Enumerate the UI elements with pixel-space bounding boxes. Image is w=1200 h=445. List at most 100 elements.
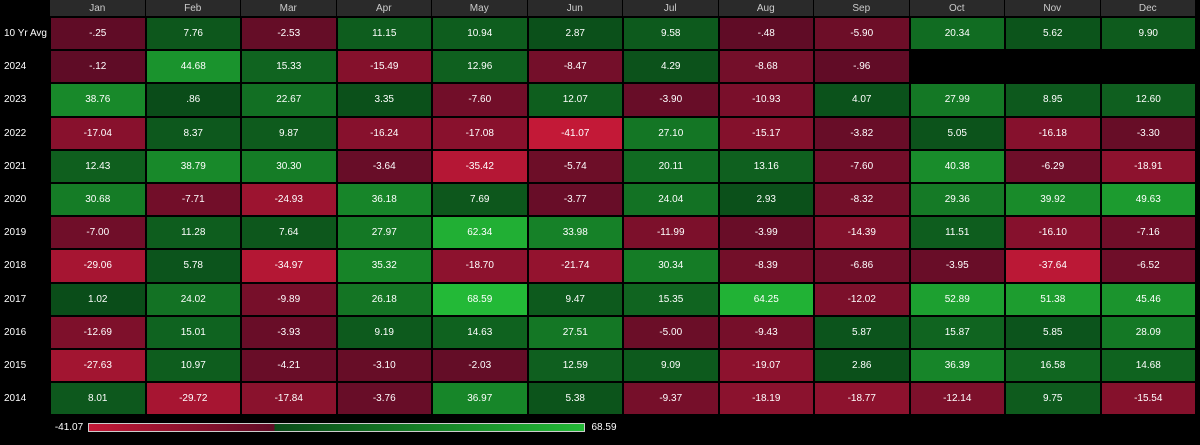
heat-cell: 38.79 <box>145 149 241 183</box>
heat-cell: 5.85 <box>1005 315 1101 349</box>
heat-cell: -3.95 <box>909 249 1005 283</box>
row-label: 2024 <box>4 61 27 73</box>
heat-cell: 39.92 <box>1005 183 1101 217</box>
heat-cell: -3.99 <box>718 216 814 250</box>
column-header: Jun <box>527 0 623 16</box>
row-label: 2023 <box>4 94 27 106</box>
heat-cell: -27.63 <box>50 349 146 383</box>
heat-cell: -18.77 <box>814 382 910 416</box>
heat-cell: -3.64 <box>336 149 432 183</box>
heat-cell: 2.87 <box>527 17 623 51</box>
heat-cell: -9.89 <box>241 282 337 316</box>
heat-cell: 68.59 <box>432 282 528 316</box>
column-header: Jul <box>623 0 719 16</box>
heat-cell: 9.90 <box>1100 17 1196 51</box>
heat-cell: 27.97 <box>336 216 432 250</box>
heat-cell: -.48 <box>718 17 814 51</box>
heat-cell: 7.64 <box>241 216 337 250</box>
heat-cell: 38.76 <box>50 83 146 117</box>
column-header: Jan <box>50 0 146 16</box>
heat-cell: 36.18 <box>336 183 432 217</box>
heat-cell: -21.74 <box>527 249 623 283</box>
heat-cell: 27.10 <box>623 116 719 150</box>
heat-cell: 9.58 <box>623 17 719 51</box>
column-header: May <box>432 0 528 16</box>
heat-cell: 44.68 <box>145 50 241 84</box>
heat-cell: -18.91 <box>1100 149 1196 183</box>
heat-cell: 12.60 <box>1100 83 1196 117</box>
heat-cell: 22.67 <box>241 83 337 117</box>
row-label: 2015 <box>4 360 27 372</box>
column-header: Mar <box>241 0 337 16</box>
heat-cell: -3.82 <box>814 116 910 150</box>
row-label: 2019 <box>4 227 27 239</box>
heat-cell: 8.01 <box>50 382 146 416</box>
row-label: 2022 <box>4 127 27 139</box>
heat-cell: 12.96 <box>432 50 528 84</box>
heat-cell: 52.89 <box>909 282 1005 316</box>
heat-cell: -37.64 <box>1005 249 1101 283</box>
heat-cell: 24.04 <box>623 183 719 217</box>
heat-cell: 5.87 <box>814 315 910 349</box>
column-header: Dec <box>1100 0 1196 16</box>
heat-cell: 10.97 <box>145 349 241 383</box>
heat-cell: -16.10 <box>1005 216 1101 250</box>
heat-cell: -5.90 <box>814 17 910 51</box>
heat-cell: 30.30 <box>241 149 337 183</box>
heat-cell: -35.42 <box>432 149 528 183</box>
heat-cell: -2.53 <box>241 17 337 51</box>
heat-cell: -5.74 <box>527 149 623 183</box>
heat-cell: 15.87 <box>909 315 1005 349</box>
heat-cell: 27.51 <box>527 315 623 349</box>
heat-cell: -15.54 <box>1100 382 1196 416</box>
row-label: 2014 <box>4 393 27 405</box>
heat-cell: 4.07 <box>814 83 910 117</box>
heat-cell: 28.09 <box>1100 315 1196 349</box>
heat-cell: 9.19 <box>336 315 432 349</box>
row-label: 10 Yr Avg <box>4 28 47 40</box>
heat-cell: -10.93 <box>718 83 814 117</box>
heat-cell: -6.29 <box>1005 149 1101 183</box>
heat-cell: 51.38 <box>1005 282 1101 316</box>
heat-cell: 49.63 <box>1100 183 1196 217</box>
column-header: Nov <box>1005 0 1101 16</box>
heat-cell: 10.94 <box>432 17 528 51</box>
heat-cell: 11.15 <box>336 17 432 51</box>
heat-cell: 33.98 <box>527 216 623 250</box>
heat-cell: -6.86 <box>814 249 910 283</box>
heat-cell: -29.06 <box>50 249 146 283</box>
heat-cell: -.25 <box>50 17 146 51</box>
heat-cell: 5.62 <box>1005 17 1101 51</box>
heat-cell: -17.08 <box>432 116 528 150</box>
row-label: 2016 <box>4 326 27 338</box>
heat-cell: -7.71 <box>145 183 241 217</box>
heat-cell: 2.93 <box>718 183 814 217</box>
heat-cell: 2.86 <box>814 349 910 383</box>
heat-cell: 40.38 <box>909 149 1005 183</box>
heat-cell: -41.07 <box>527 116 623 150</box>
row-label: 2021 <box>4 160 27 172</box>
column-header: Aug <box>718 0 814 16</box>
heat-cell: 11.28 <box>145 216 241 250</box>
heat-cell: 3.35 <box>336 83 432 117</box>
heat-cell: -3.76 <box>336 382 432 416</box>
heat-cell: -16.24 <box>336 116 432 150</box>
heat-cell: -8.47 <box>527 50 623 84</box>
heat-cell: 24.02 <box>145 282 241 316</box>
heat-cell: -18.19 <box>718 382 814 416</box>
heat-cell: 64.25 <box>718 282 814 316</box>
heat-cell: 36.97 <box>432 382 528 416</box>
heat-cell: -8.32 <box>814 183 910 217</box>
heat-cell: -14.39 <box>814 216 910 250</box>
heat-cell: -15.17 <box>718 116 814 150</box>
heat-cell: -12.02 <box>814 282 910 316</box>
heat-cell: -19.07 <box>718 349 814 383</box>
heat-cell: -8.39 <box>718 249 814 283</box>
heat-cell: -5.00 <box>623 315 719 349</box>
heat-cell: -7.00 <box>50 216 146 250</box>
heat-cell: 7.69 <box>432 183 528 217</box>
column-header: Feb <box>145 0 241 16</box>
heat-cell: -12.14 <box>909 382 1005 416</box>
heat-cell: 12.07 <box>527 83 623 117</box>
heat-cell: .86 <box>145 83 241 117</box>
